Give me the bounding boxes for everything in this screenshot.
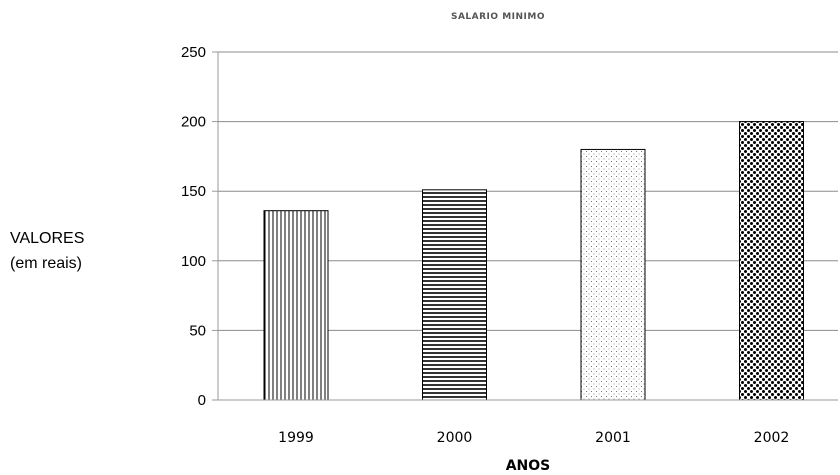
x-axis-label: ANOS <box>506 458 551 474</box>
y-tick-label: 50 <box>189 322 206 339</box>
x-tick-labels: 1999 2000 2001 2002 <box>278 430 789 446</box>
y-tick-labels: 0 50 100 150 200 250 <box>181 44 206 409</box>
bar-2002 <box>739 121 804 401</box>
bar-1999 <box>263 210 329 401</box>
y-tick-label: 250 <box>181 44 206 61</box>
y-tick-label: 0 <box>198 392 206 409</box>
y-axis-sublabel: (em reais) <box>10 255 82 272</box>
x-tick-label: 1999 <box>278 430 314 446</box>
y-tick-label: 100 <box>181 253 206 270</box>
bar-2001 <box>580 148 646 401</box>
y-tick-label: 200 <box>181 114 206 131</box>
y-tick-label: 150 <box>181 183 206 200</box>
bar-2000 <box>422 189 487 401</box>
x-tick-label: 2001 <box>595 430 631 446</box>
y-axis-label: VALORES <box>10 230 84 247</box>
x-tick-label: 2000 <box>437 430 473 446</box>
x-tick-label: 2002 <box>754 430 790 446</box>
bars <box>263 121 804 401</box>
chart-title: SALARIO MINIMO <box>451 12 545 22</box>
